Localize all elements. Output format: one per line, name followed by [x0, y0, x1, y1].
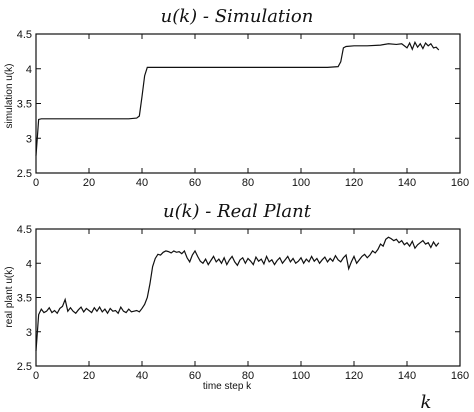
- y-tick-label: 2.5: [17, 361, 32, 373]
- real-plant-title: u(k) - Real Plant: [163, 201, 312, 222]
- x-tick-label: 80: [242, 177, 254, 189]
- x-tick-label: 100: [292, 177, 310, 189]
- x-tick-label: 20: [83, 177, 95, 189]
- y-tick-label: 4: [26, 64, 32, 76]
- x-tick-label: 20: [83, 370, 95, 382]
- simulation-y-ticks: 2.5 3 3.5 4 4.5: [17, 29, 460, 180]
- x-tick-label: 120: [345, 370, 363, 382]
- simulation-panel: u(k) - Simulation simulation u(k) 0 20 40 6…: [4, 6, 469, 189]
- real-plant-series-line: [35, 236, 440, 351]
- y-tick-label: 4: [26, 258, 32, 270]
- y-tick-label: 4.5: [17, 29, 32, 41]
- bottom-k-label: k: [421, 392, 432, 412]
- x-tick-label: 160: [451, 370, 469, 382]
- x-tick-label: 60: [189, 177, 201, 189]
- y-tick-label: 2.5: [17, 168, 32, 180]
- simulation-series-line: [35, 40, 440, 156]
- real-plant-x-ticks: 0 20 40 60 80 100 120 140 160: [33, 229, 469, 382]
- x-tick-label: 140: [398, 177, 416, 189]
- real-plant-y-axis-label: real plant u(k): [4, 266, 15, 327]
- x-tick-label: 0: [33, 177, 39, 189]
- x-tick-label: 40: [136, 370, 148, 382]
- y-tick-label: 3.5: [17, 293, 32, 305]
- y-tick-label: 3.5: [17, 99, 32, 111]
- y-tick-label: 4.5: [17, 224, 32, 236]
- y-tick-label: 3: [26, 327, 32, 339]
- x-tick-label: 0: [33, 370, 39, 382]
- x-tick-label: 100: [292, 370, 310, 382]
- x-tick-label: 140: [398, 370, 416, 382]
- simulation-title: u(k) - Simulation: [161, 6, 314, 27]
- real-plant-plot-frame: [35, 228, 461, 367]
- real-plant-x-axis-label: time step k: [203, 381, 252, 392]
- real-plant-panel: u(k) - Real Plant real plant u(k) 0 20 40 6…: [4, 201, 469, 392]
- x-tick-label: 40: [136, 177, 148, 189]
- simulation-plot-frame: [35, 33, 461, 174]
- simulation-x-ticks: 0 20 40 60 80 100 120 140 160: [33, 34, 469, 189]
- y-tick-label: 3: [26, 133, 32, 145]
- x-tick-label: 80: [242, 370, 254, 382]
- simulation-y-axis-label: simulation u(k): [4, 63, 15, 128]
- x-tick-label: 160: [451, 177, 469, 189]
- x-tick-label: 60: [189, 370, 201, 382]
- x-tick-label: 120: [345, 177, 363, 189]
- real-plant-y-ticks: 2.5 3 3.5 4 4.5: [17, 224, 460, 373]
